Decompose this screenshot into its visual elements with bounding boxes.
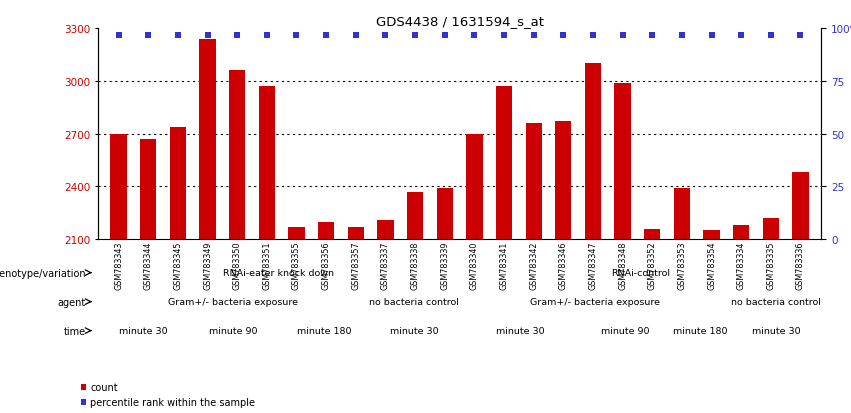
Bar [526,124,542,240]
Bar [318,222,334,240]
Bar [140,140,157,240]
Text: minute 30: minute 30 [751,326,800,335]
Bar [585,64,601,240]
Text: no bacteria control: no bacteria control [369,297,460,306]
Bar [792,173,808,240]
Text: percentile rank within the sample: percentile rank within the sample [90,396,255,407]
Bar [466,134,483,240]
Bar [111,134,127,240]
Text: Gram+/- bacteria exposure: Gram+/- bacteria exposure [168,297,299,306]
Bar [229,71,245,240]
Bar [259,87,275,240]
Text: minute 180: minute 180 [673,326,728,335]
Text: RNAi-eater knock down: RNAi-eater knock down [223,268,334,278]
Text: genotype/variation: genotype/variation [0,268,86,278]
Bar [674,189,690,240]
Text: no bacteria control: no bacteria control [731,297,821,306]
Text: Gram+/- bacteria exposure: Gram+/- bacteria exposure [530,297,660,306]
Bar [407,192,423,240]
Bar [288,227,305,240]
Bar [704,231,720,240]
Bar [614,83,631,240]
Text: minute 30: minute 30 [119,326,168,335]
Text: time: time [64,326,86,336]
Bar [733,225,750,240]
Text: agent: agent [58,297,86,307]
Bar [496,87,512,240]
Text: minute 30: minute 30 [495,326,544,335]
Text: minute 90: minute 90 [601,326,649,335]
Bar [377,220,393,240]
Bar [347,227,364,240]
Text: count: count [90,382,117,392]
Title: GDS4438 / 1631594_s_at: GDS4438 / 1631594_s_at [375,15,544,28]
Bar [437,189,453,240]
Bar [555,122,572,240]
Text: minute 180: minute 180 [297,326,351,335]
Bar [169,127,186,240]
Bar [644,229,660,240]
Text: RNAi-control: RNAi-control [611,268,670,278]
Text: minute 90: minute 90 [209,326,258,335]
Bar [762,218,779,240]
Text: minute 30: minute 30 [390,326,438,335]
Bar [199,39,215,240]
